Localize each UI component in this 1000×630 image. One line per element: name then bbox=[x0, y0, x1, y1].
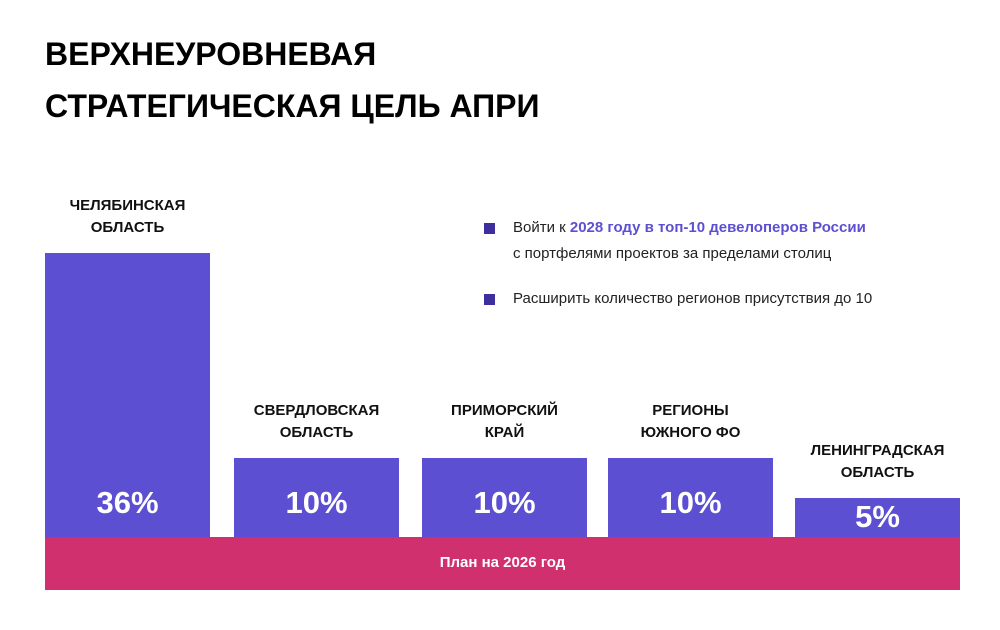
bar bbox=[795, 497, 960, 537]
title-line: ВЕРХНЕУРОВНЕВАЯ bbox=[45, 36, 377, 72]
title-line: СТРАТЕГИЧЕСКАЯ ЦЕЛЬ АПРИ bbox=[45, 88, 540, 124]
annotation: Войти к 2028 году в топ-10 девелоперов Р… bbox=[513, 215, 866, 267]
annotation: Расширить количество регионов присутстви… bbox=[513, 290, 873, 307]
bar bbox=[608, 458, 773, 537]
annotation-text: Войти к bbox=[513, 219, 570, 236]
category-label: ЛЕНИНГРАДСКАЯ ОБЛАСТЬ bbox=[810, 441, 945, 481]
plan-label: План на 2026 год bbox=[439, 554, 566, 571]
category-label: РЕГИОНЫ ЮЖНОГО ФО bbox=[640, 402, 741, 441]
bullet bbox=[484, 223, 495, 234]
bar bbox=[422, 458, 587, 537]
category-label: ПРИМОРСКИЙ КРАЙ bbox=[451, 402, 558, 441]
bar bbox=[234, 458, 399, 537]
bullet bbox=[484, 294, 495, 305]
value-label: 10% bbox=[473, 485, 536, 520]
annotation-highlight: 2028 году в топ-10 девелоперов России bbox=[569, 219, 866, 236]
value-label: 10% bbox=[659, 485, 722, 520]
value-label: 5% bbox=[855, 499, 900, 535]
plan-band: План на 2026 год bbox=[45, 537, 960, 590]
category-label: ЧЕЛЯБИНСКАЯ ОБЛАСТЬ bbox=[69, 196, 186, 236]
value-label: 10% bbox=[285, 485, 348, 520]
bar bbox=[45, 252, 210, 537]
annotation-text: с портфелями проектов за пределами столи… bbox=[513, 245, 832, 262]
category-label: СВЕРДЛОВСКАЯ ОБЛАСТЬ bbox=[253, 402, 380, 441]
value-label: 36% bbox=[96, 485, 159, 520]
